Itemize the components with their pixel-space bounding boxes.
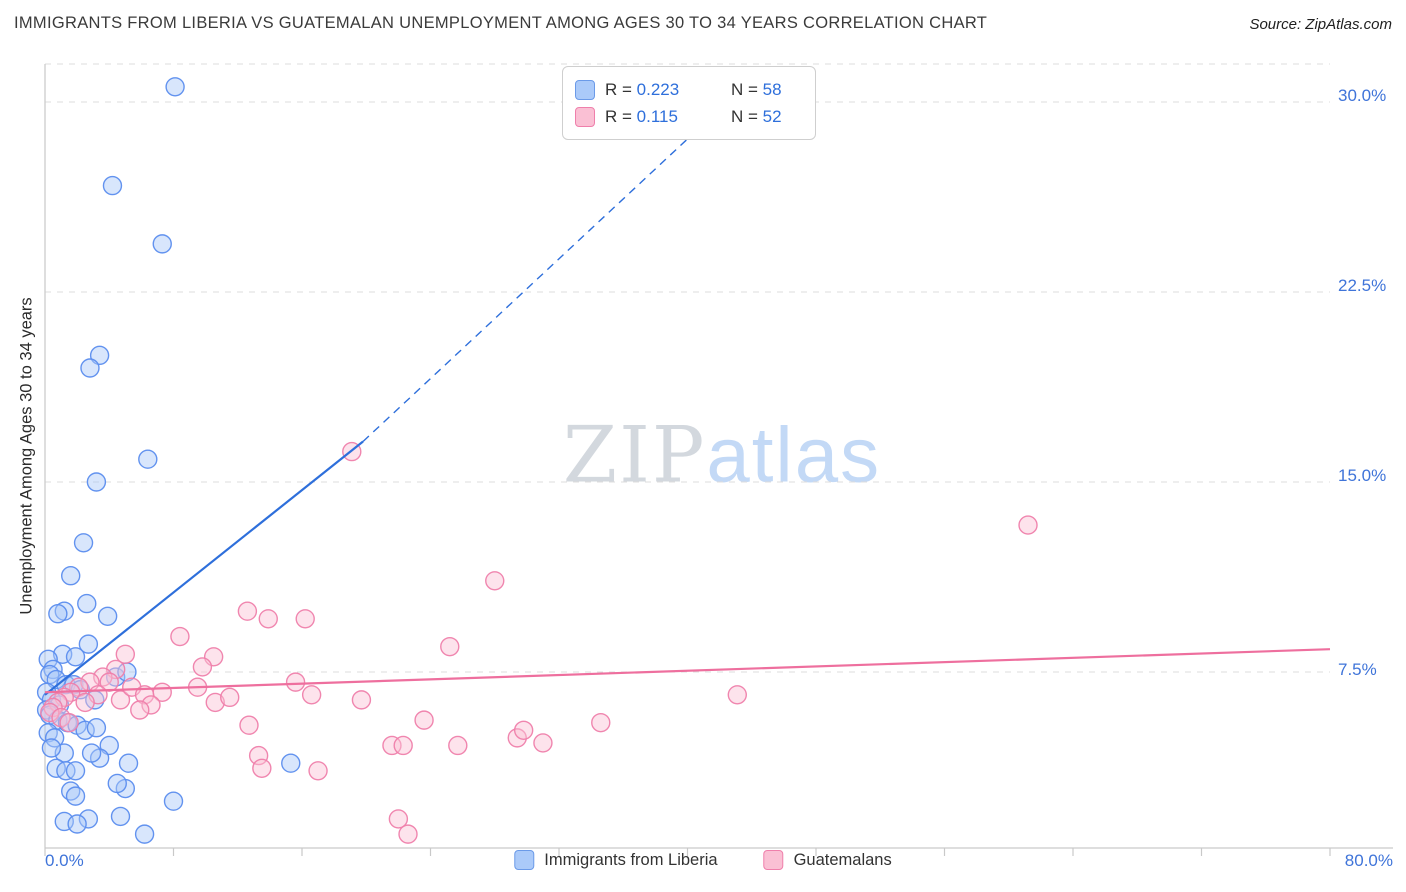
guatemalan-point (301, 685, 322, 705)
correlation-stats-box: R = 0.223 N = 58 R = 0.115 N = 52 (562, 66, 816, 140)
liberia-point (81, 743, 102, 763)
guatemalan-point (727, 685, 747, 705)
guatemalan-point (388, 809, 409, 829)
liberia-point (77, 593, 97, 614)
liberia-point (281, 753, 301, 773)
guatemalan-point (258, 609, 278, 629)
guatemalan-point (351, 690, 372, 710)
liberia-point (73, 533, 94, 553)
source-label: Source: ZipAtlas.com (1249, 16, 1392, 33)
guatemalan-trendline (44, 648, 1331, 694)
guatemalan-point (192, 657, 213, 677)
series-legend: Immigrants from Liberia Guatemalans (514, 850, 892, 870)
guatemalan-point (248, 745, 269, 766)
guatemalan-point (448, 735, 468, 756)
liberia-point (165, 77, 185, 97)
guatemalans-r-stat: R = 0.115 (605, 106, 678, 126)
guatemalans-swatch (575, 106, 595, 127)
guatemalan-point (308, 761, 328, 781)
liberia-legend-swatch (514, 850, 535, 870)
liberia-point (97, 606, 118, 626)
guatemalan-point (115, 644, 136, 664)
legend-item-liberia: Immigrants from Liberia (514, 850, 718, 870)
liberia-point (80, 358, 100, 378)
liberia-point (65, 786, 86, 806)
liberia-point (78, 634, 99, 654)
guatemalan-point (75, 692, 95, 713)
guatemalans-n-value: 52 (762, 106, 782, 126)
liberia-point (86, 472, 107, 492)
guatemalan-point (141, 695, 161, 715)
y-tick-label-7-5: 7.5% (1338, 660, 1377, 679)
liberia-point (41, 738, 62, 758)
liberia-legend-label: Immigrants from Liberia (544, 850, 718, 869)
guatemalan-point (170, 626, 190, 647)
liberia-r-value: 0.223 (636, 79, 680, 99)
guatemalan-point (513, 720, 534, 740)
guatemalan-point (239, 715, 259, 735)
guatemalan-point (220, 687, 240, 708)
liberia-point (60, 566, 81, 586)
guatemalan-point (591, 712, 611, 733)
liberia-n-stat: N = 58 (731, 79, 782, 99)
stats-row-liberia: R = 0.223 N = 58 (575, 76, 803, 103)
guatemalan-point (533, 733, 553, 753)
liberia-point (163, 791, 184, 811)
liberia-trendline (44, 440, 364, 696)
legend-item-guatemalans: Guatemalans (763, 850, 892, 870)
guatemalan-point (295, 609, 315, 629)
guatemalan-point (40, 702, 60, 723)
guatemalan-point (414, 710, 434, 730)
guatemalans-legend-label: Guatemalans (793, 850, 892, 869)
guatemalan-point (252, 758, 272, 778)
liberia-point (67, 814, 87, 834)
guatemalans-n-stat: N = 52 (731, 106, 782, 126)
liberia-point (118, 753, 139, 773)
guatemalan-point (110, 690, 131, 710)
liberia-point (48, 604, 68, 624)
liberia-point (38, 649, 58, 670)
liberia-swatch (575, 79, 595, 100)
guatemalans-r-value: 0.115 (636, 106, 678, 126)
stats-row-guatemalans: R = 0.115 N = 52 (575, 103, 803, 130)
guatemalan-point (59, 712, 79, 733)
liberia-point (107, 773, 127, 794)
guatemalan-point (1018, 515, 1038, 535)
y-tick-label-15: 15.0% (1338, 466, 1387, 485)
liberia-point (134, 824, 155, 844)
y-tick-label-30: 30.0% (1338, 86, 1387, 105)
liberia-point (38, 723, 58, 743)
liberia-point (65, 761, 86, 781)
guatemalan-point (393, 735, 413, 756)
guatemalan-point (205, 692, 225, 713)
chart-title: IMMIGRANTS FROM LIBERIA VS GUATEMALAN UN… (14, 14, 988, 32)
liberia-point (86, 718, 107, 738)
guatemalan-point (285, 672, 306, 692)
liberia-point (138, 449, 158, 469)
guatemalan-point (382, 735, 402, 756)
liberia-point (75, 720, 95, 740)
liberia-r-stat: R = 0.223 (605, 79, 680, 99)
liberia-n-value: 58 (762, 79, 782, 99)
y-tick-label-22-5: 22.5% (1338, 276, 1387, 295)
liberia-point (102, 175, 123, 196)
guatemalans-legend-swatch (763, 850, 784, 870)
guatemalan-point (507, 728, 527, 748)
liberia-point (110, 806, 131, 827)
liberia-point (152, 234, 172, 254)
liberia-point (65, 647, 86, 667)
guatemalan-point (398, 824, 418, 844)
guatemalan-point (130, 700, 150, 720)
x-tick-label-max: 80.0% (1344, 851, 1393, 870)
guatemalan-point (237, 601, 258, 621)
liberia-point (78, 809, 99, 829)
guatemalan-point (485, 571, 505, 591)
x-tick-label-min: 0.0% (45, 851, 84, 870)
guatemalan-point (440, 636, 460, 657)
